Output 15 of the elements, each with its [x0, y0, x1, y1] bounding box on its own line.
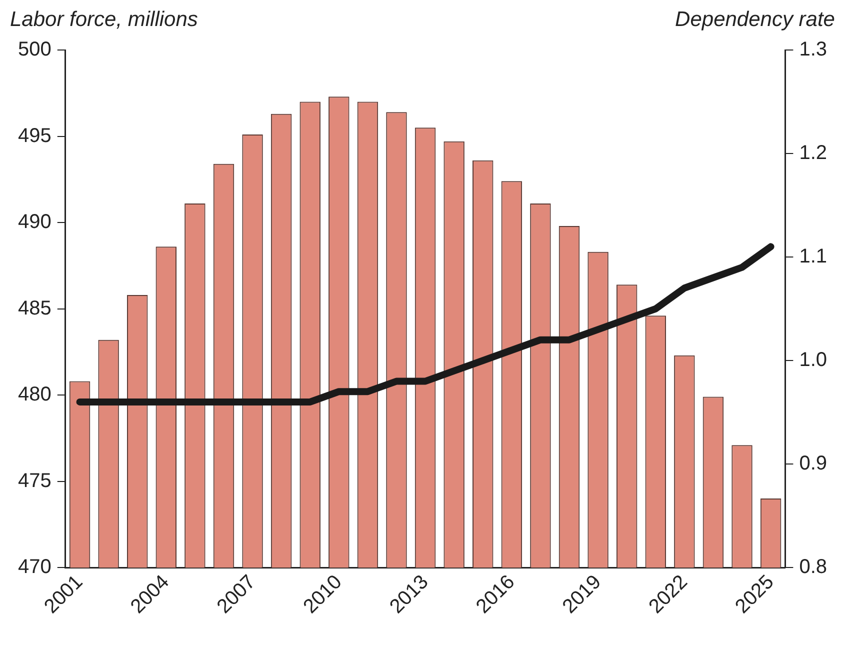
- y2-tick-label: 1.2: [799, 142, 828, 164]
- y2-tick-label: 0.9: [799, 452, 828, 475]
- y-tick-label: 470: [18, 556, 52, 578]
- y-tick-label: 485: [18, 297, 52, 320]
- y2-tick-label: 1.3: [799, 38, 828, 61]
- y-axis-title: Labor force, millions: [10, 8, 198, 32]
- y2-tick-label: 1.0: [799, 349, 828, 372]
- y-tick-label: 495: [18, 124, 52, 147]
- y2-tick-label: 0.8: [799, 556, 828, 578]
- y2-tick-label: 1.1: [799, 246, 828, 268]
- y-tick-label: 500: [18, 38, 52, 61]
- y-tick-label: 490: [18, 211, 52, 234]
- y-tick-label: 480: [18, 384, 52, 406]
- y-tick-label: 475: [18, 470, 52, 492]
- y2-axis-title: Dependency rate: [675, 8, 835, 32]
